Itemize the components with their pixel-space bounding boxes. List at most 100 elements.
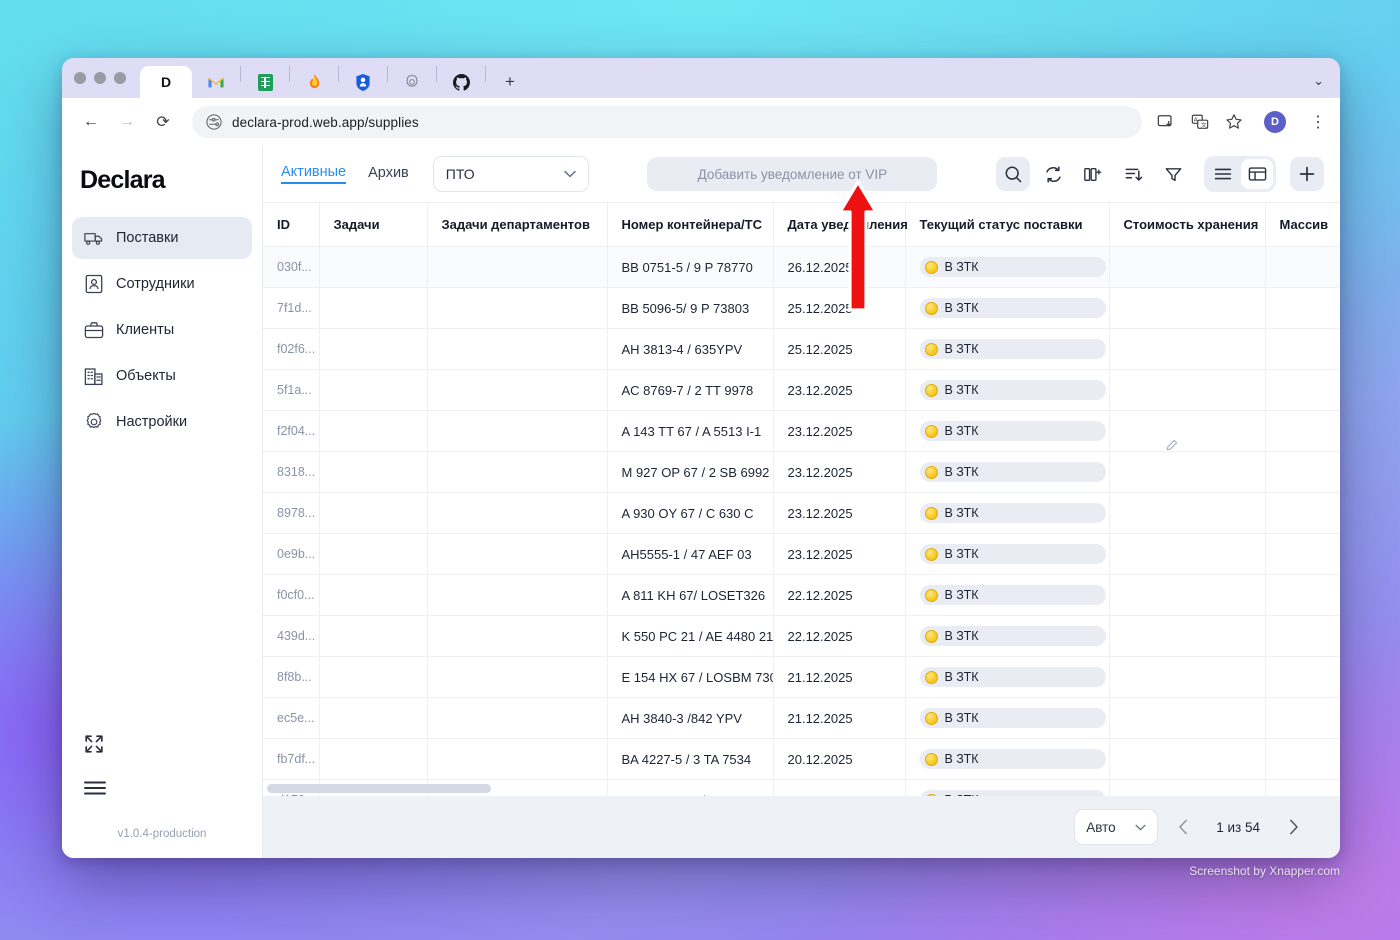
forward-button[interactable]: →: [119, 113, 135, 130]
cell-container[interactable]: BB 5096-5/ 9 P 73803: [607, 287, 774, 329]
list-view-button[interactable]: [1207, 159, 1239, 189]
cell-container[interactable]: AC 8769-7 / 2 TT 9978: [607, 369, 774, 411]
cell-status[interactable]: В ЗТК: [905, 533, 1110, 575]
column-header-dept-tasks[interactable]: Задачи департаментов: [427, 202, 608, 247]
cell-dept-tasks[interactable]: [427, 492, 608, 534]
prev-page-button[interactable]: [1166, 810, 1200, 844]
table-row[interactable]: 8978... A 930 OY 67 / C 630 C 23.12.2025 В …: [263, 492, 1340, 534]
sidebar-item-clients[interactable]: Клиенты: [72, 309, 252, 351]
cell-dept-tasks[interactable]: [427, 697, 608, 739]
cell-date[interactable]: 22.12.2025: [773, 615, 906, 657]
cell-cost[interactable]: [1109, 697, 1266, 739]
cell-date[interactable]: 22.12.2025: [773, 574, 906, 616]
cell-id[interactable]: 7f1d...: [263, 287, 320, 329]
maximize-window-button[interactable]: [114, 72, 126, 84]
cell-tasks[interactable]: [319, 533, 428, 575]
cell-dept-tasks[interactable]: [427, 533, 608, 575]
cell-status[interactable]: В ЗТК: [905, 328, 1110, 370]
cell-container[interactable]: A 930 OY 67 / C 630 C: [607, 492, 774, 534]
cell-dept-tasks[interactable]: [427, 246, 608, 288]
cell-dept-tasks[interactable]: [427, 328, 608, 370]
browser-tab-declara[interactable]: D: [140, 66, 192, 98]
cell-array[interactable]: [1265, 779, 1340, 796]
cell-dept-tasks[interactable]: [427, 615, 608, 657]
new-tab-button[interactable]: +: [486, 66, 534, 98]
browser-tab-sheets[interactable]: [241, 66, 289, 98]
browser-tab-firebase[interactable]: [290, 66, 338, 98]
cell-array[interactable]: [1265, 369, 1340, 411]
cell-array[interactable]: [1265, 533, 1340, 575]
cell-status[interactable]: В ЗТК: [905, 451, 1110, 493]
cell-container[interactable]: AH 3813-4 / 635YPV: [607, 328, 774, 370]
table-view-button[interactable]: [1241, 159, 1273, 189]
horizontal-scrollbar-thumb[interactable]: [267, 784, 491, 793]
cell-container[interactable]: AH 3840-3 /842 YPV: [607, 697, 774, 739]
cell-dept-tasks[interactable]: [427, 738, 608, 780]
cell-status[interactable]: В ЗТК: [905, 246, 1110, 288]
cell-cost[interactable]: [1109, 410, 1266, 452]
cell-cost[interactable]: [1109, 492, 1266, 534]
cell-id[interactable]: 8f8b...: [263, 656, 320, 698]
fullscreen-icon[interactable]: [84, 734, 104, 754]
browser-tab-gmail[interactable]: [192, 66, 240, 98]
supplies-table-container[interactable]: ID Задачи Задачи департаментов Номер кон…: [263, 202, 1340, 796]
table-row[interactable]: fb7df... BA 4227-5 / 3 TA 7534 20.12.2025 В…: [263, 738, 1340, 780]
cell-status[interactable]: В ЗТК: [905, 697, 1110, 739]
cell-array[interactable]: [1265, 656, 1340, 698]
site-settings-icon[interactable]: [206, 114, 222, 130]
table-row[interactable]: 7f1d... BB 5096-5/ 9 P 73803 25.12.2025 В З…: [263, 287, 1340, 329]
cell-array[interactable]: [1265, 492, 1340, 534]
tab-archive[interactable]: Архив: [368, 165, 409, 181]
bookmark-star-icon[interactable]: [1224, 112, 1244, 132]
cell-tasks[interactable]: [319, 738, 428, 780]
cell-container[interactable]: M 927 OP 67 / 2 SB 6992: [607, 451, 774, 493]
cell-date[interactable]: 23.12.2025: [773, 451, 906, 493]
cell-id[interactable]: 5f1a...: [263, 369, 320, 411]
cell-id[interactable]: f0cf0...: [263, 574, 320, 616]
department-select[interactable]: ПТО: [432, 156, 589, 192]
column-header-container[interactable]: Номер контейнера/ТС: [607, 202, 774, 247]
cell-dept-tasks[interactable]: [427, 656, 608, 698]
cell-id[interactable]: 439d...: [263, 615, 320, 657]
cell-id[interactable]: f02f6...: [263, 328, 320, 370]
cell-array[interactable]: [1265, 328, 1340, 370]
cell-id[interactable]: ec5e...: [263, 697, 320, 739]
cell-cost[interactable]: [1109, 246, 1266, 288]
cell-container[interactable]: M 538 EO 67 / H 36007: [607, 779, 774, 796]
cell-tasks[interactable]: [319, 615, 428, 657]
cell-array[interactable]: [1265, 615, 1340, 657]
cell-dept-tasks[interactable]: [427, 574, 608, 616]
horizontal-scrollbar[interactable]: [263, 782, 1340, 796]
cell-tasks[interactable]: [319, 574, 428, 616]
cell-cost[interactable]: [1109, 369, 1266, 411]
hamburger-menu-icon[interactable]: [84, 780, 106, 800]
cell-status[interactable]: В ЗТК: [905, 615, 1110, 657]
cell-date[interactable]: 23.12.2025: [773, 369, 906, 411]
browser-tab-bitwarden[interactable]: [339, 66, 387, 98]
cell-status[interactable]: В ЗТК: [905, 492, 1110, 534]
table-row[interactable]: 0e9b... AH5555-1 / 47 AEF 03 23.12.2025 В З…: [263, 533, 1340, 575]
cell-array[interactable]: [1265, 574, 1340, 616]
cell-status[interactable]: В ЗТК: [905, 656, 1110, 698]
sidebar-item-supplies[interactable]: Поставки: [72, 217, 252, 259]
profile-avatar[interactable]: D: [1264, 111, 1286, 133]
column-header-id[interactable]: ID: [263, 202, 320, 247]
cell-container[interactable]: K 550 PC 21 / AE 4480 21: [607, 615, 774, 657]
cell-status[interactable]: В ЗТК: [905, 779, 1110, 796]
cell-cost[interactable]: [1109, 328, 1266, 370]
cell-array[interactable]: [1265, 697, 1340, 739]
cell-container[interactable]: BB 0751-5 / 9 P 78770: [607, 246, 774, 288]
cell-date[interactable]: 23.12.2025: [773, 533, 906, 575]
column-header-storage-cost[interactable]: Стоимость хранения: [1109, 202, 1266, 247]
table-row[interactable]: 8318... M 927 OP 67 / 2 SB 6992 23.12.2025…: [263, 451, 1340, 493]
table-row[interactable]: f0cf0... A 811 KH 67/ LOSET326 22.12.2025 В…: [263, 574, 1340, 616]
sidebar-item-employees[interactable]: Сотрудники: [72, 263, 252, 305]
address-bar[interactable]: declara-prod.web.app/supplies: [192, 106, 1142, 138]
cell-id[interactable]: 0e9b...: [263, 533, 320, 575]
refresh-button[interactable]: [1036, 157, 1070, 191]
search-button[interactable]: [996, 157, 1030, 191]
cell-status[interactable]: В ЗТК: [905, 574, 1110, 616]
back-button[interactable]: ←: [83, 113, 99, 130]
minimize-window-button[interactable]: [94, 72, 106, 84]
cell-date[interactable]: 23.12.2025: [773, 492, 906, 534]
